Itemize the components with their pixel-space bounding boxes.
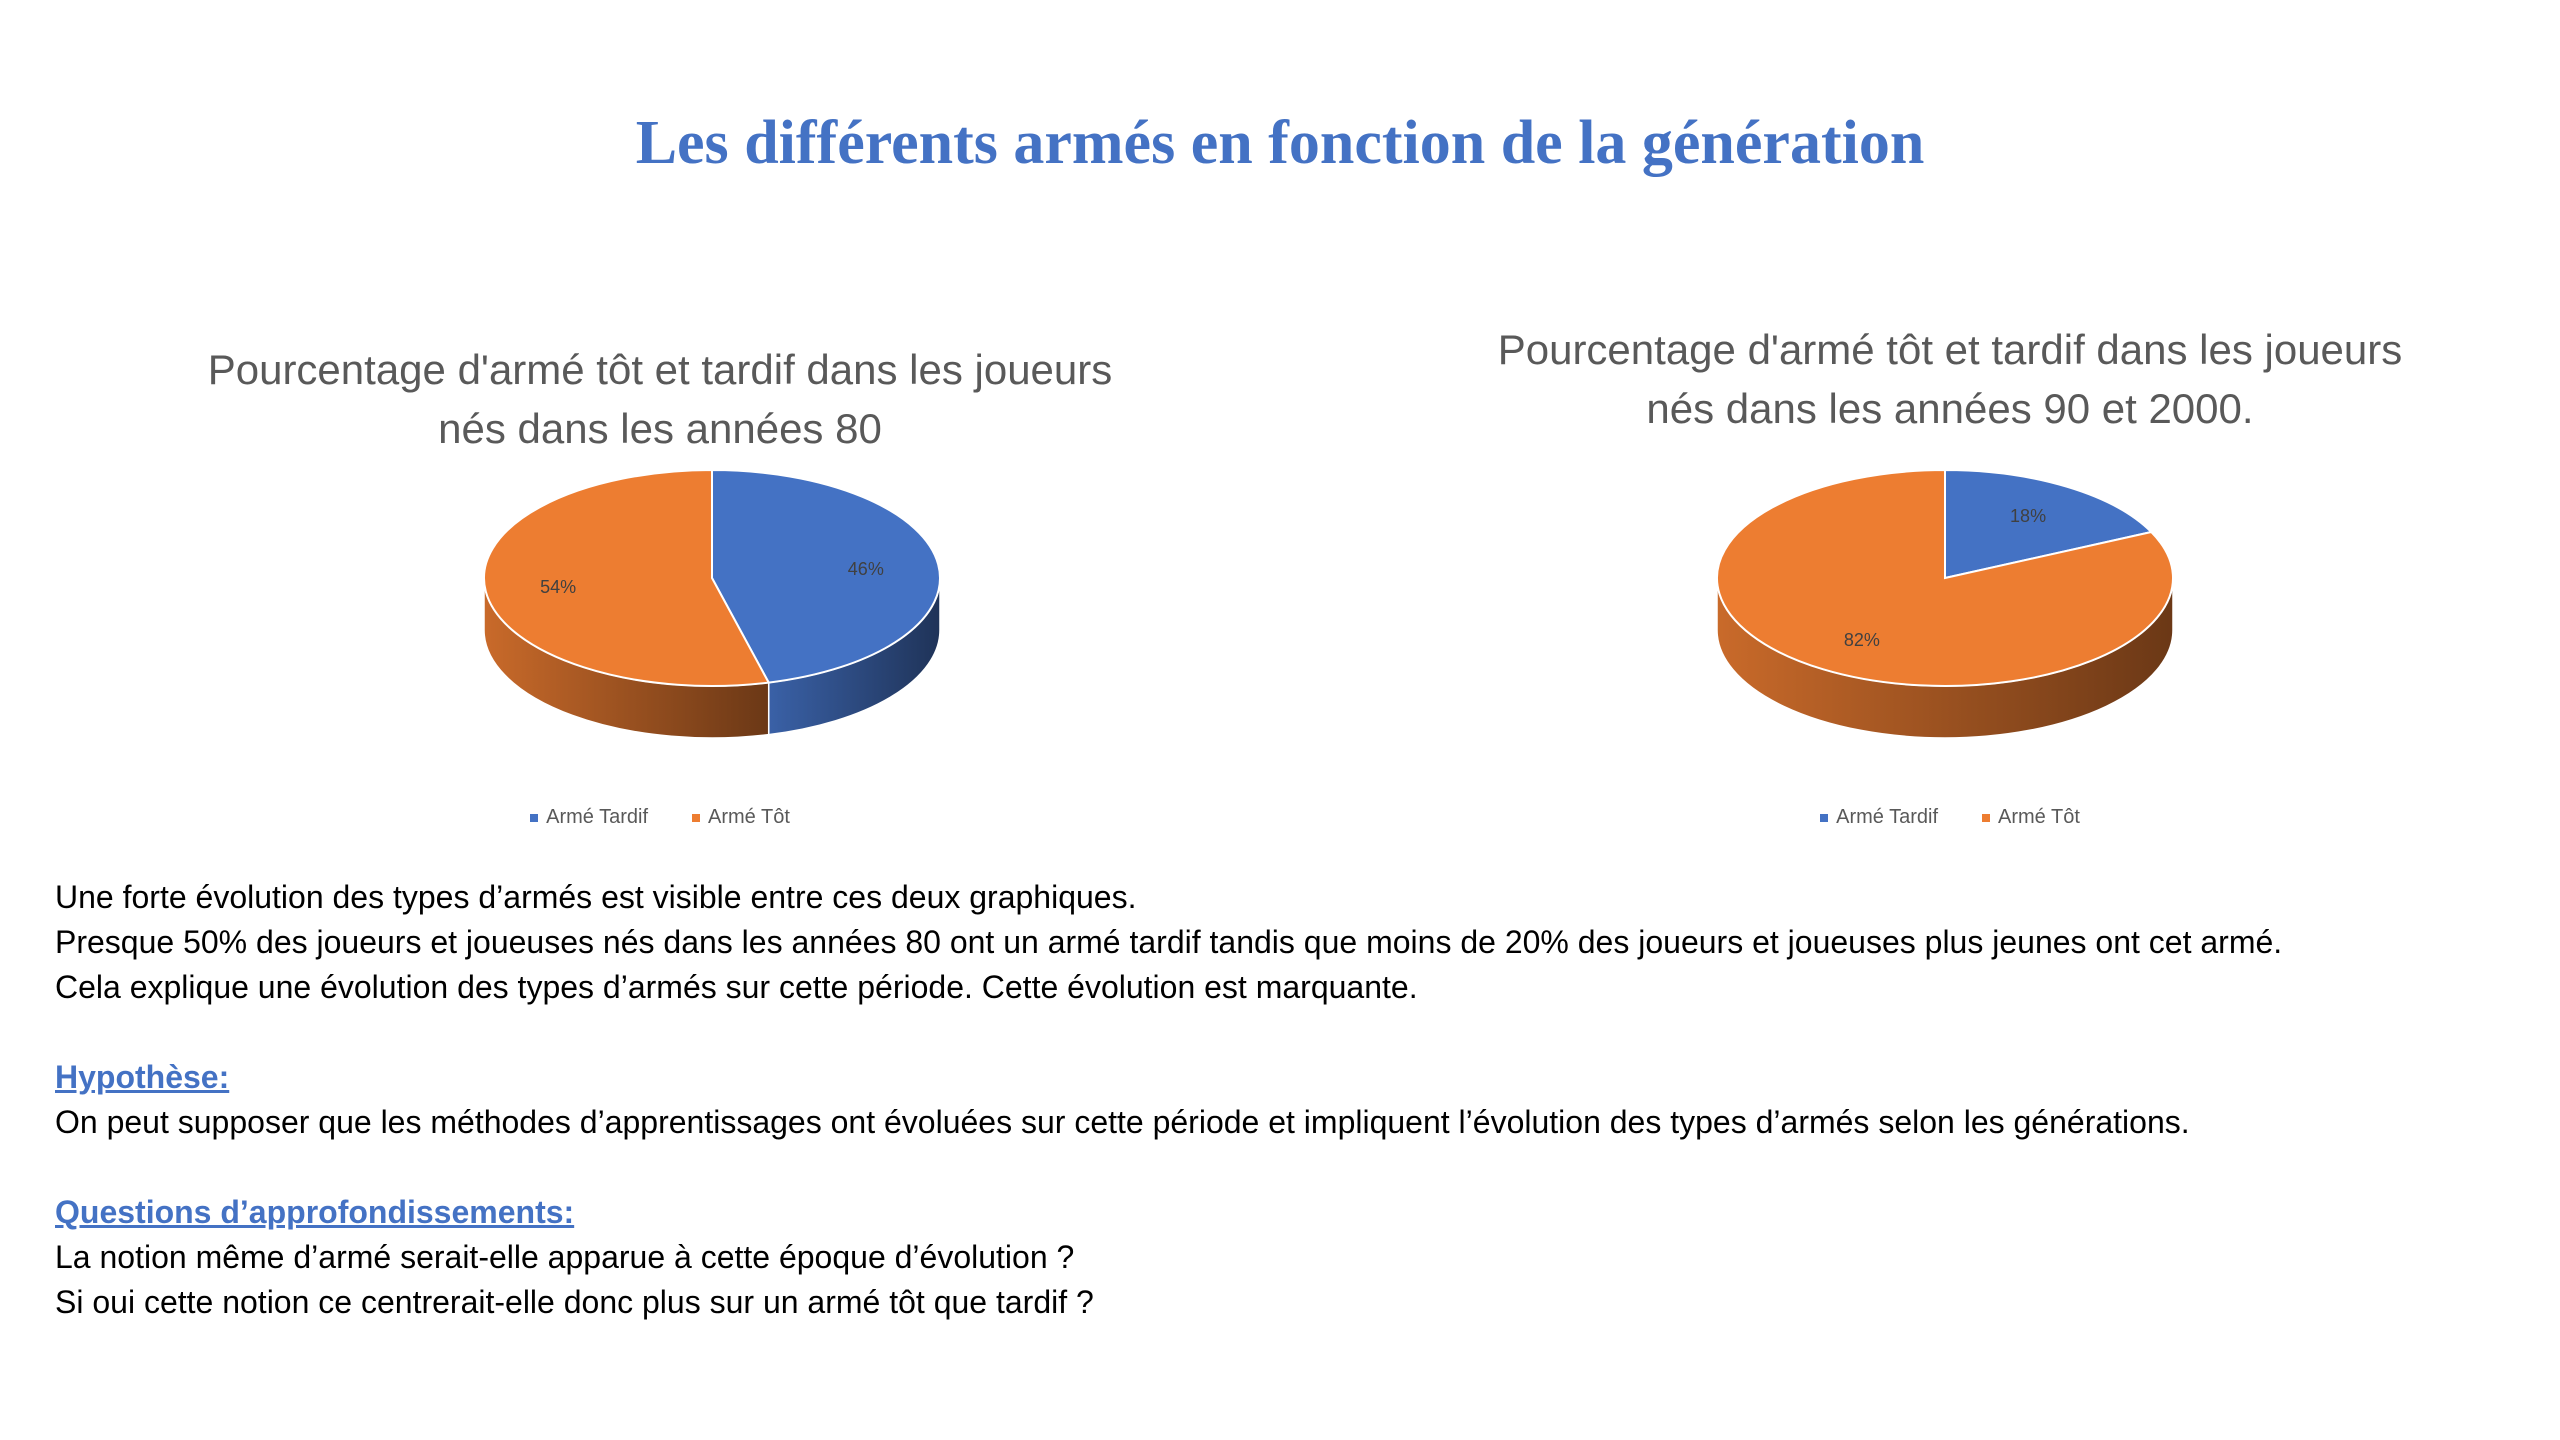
chart-title: Pourcentage d'armé tôt et tardif dans le… xyxy=(1410,320,2490,438)
pie-slice-tardif xyxy=(1944,468,2154,580)
chart-title-line1: Pourcentage d'armé tôt et tardif dans le… xyxy=(1497,326,2403,373)
questions-heading: Questions d’approfondissements: xyxy=(55,1194,575,1230)
chart-title-line2: nés dans les années 80 xyxy=(438,405,882,452)
legend-swatch-tot xyxy=(692,813,700,822)
body-line: Presque 50% des joueurs et joueuses nés … xyxy=(55,924,2283,960)
body-text: Une forte évolution des types d’armés es… xyxy=(55,875,2505,1325)
pie-svg: 18% 82% xyxy=(1716,468,2174,739)
legend-swatch-tot xyxy=(1982,813,1990,822)
body-line: Cela explique une évolution des types d’… xyxy=(55,969,1418,1005)
legend-label-tot: Armé Tôt xyxy=(1998,806,2080,828)
data-label: 46% xyxy=(848,559,884,579)
body-line: Une forte évolution des types d’armés es… xyxy=(55,879,1137,915)
legend-label-tot: Armé Tôt xyxy=(708,806,790,828)
data-label: 54% xyxy=(540,577,576,597)
pie-slice-tot xyxy=(1716,468,2174,687)
legend-swatch-tardif xyxy=(1820,813,1829,822)
legend-item-tardif: Armé Tardif xyxy=(530,806,648,829)
legend-swatch-tardif xyxy=(530,813,539,822)
pie-slice-tot xyxy=(483,468,771,687)
data-label: 82% xyxy=(1844,630,1880,650)
chart-title-line2: nés dans les années 90 et 2000. xyxy=(1646,385,2254,432)
chart-title: Pourcentage d'armé tôt et tardif dans le… xyxy=(130,340,1190,458)
pie-svg: 46% 54% xyxy=(483,468,941,739)
question-line: Si oui cette notion ce centrerait-elle d… xyxy=(55,1284,1094,1320)
legend-label-tardif: Armé Tardif xyxy=(546,806,648,828)
page-title: Les différents armés en fonction de la g… xyxy=(635,109,1925,177)
legend-item-tot: Armé Tôt xyxy=(1982,806,2080,829)
hypothesis-heading: Hypothèse: xyxy=(55,1059,230,1095)
legend-item-tot: Armé Tôt xyxy=(692,806,790,829)
pie-slice-tardif xyxy=(711,468,941,684)
pie-chart-90s-2000s: Pourcentage d'armé tôt et tardif dans le… xyxy=(1410,320,2490,828)
chart-title-line1: Pourcentage d'armé tôt et tardif dans le… xyxy=(207,346,1113,393)
chart-legend: Armé Tardif Armé Tôt xyxy=(130,806,1190,829)
hypothesis-text: On peut supposer que les méthodes d’appr… xyxy=(55,1104,2190,1140)
chart-legend: Armé Tardif Armé Tôt xyxy=(1410,806,2490,829)
data-label: 18% xyxy=(2010,506,2046,526)
legend-item-tardif: Armé Tardif xyxy=(1820,806,1938,829)
pie-chart-80s: Pourcentage d'armé tôt et tardif dans le… xyxy=(130,320,1190,828)
legend-label-tardif: Armé Tardif xyxy=(1836,806,1938,828)
question-line: La notion même d’armé serait-elle apparu… xyxy=(55,1239,1075,1275)
